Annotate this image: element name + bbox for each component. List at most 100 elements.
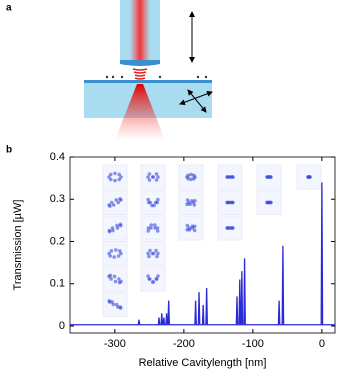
mode-spot (187, 227, 192, 232)
mode-spot (109, 277, 113, 281)
mode-spot (155, 226, 160, 230)
mode-spot (107, 229, 112, 234)
mode-spot (153, 226, 157, 230)
y-tick-label: 0.1 (50, 278, 65, 290)
mode-spot (107, 299, 112, 303)
mode-spot (107, 175, 111, 179)
mode-spot (113, 178, 117, 183)
mode-image (102, 266, 128, 292)
mode-spot (193, 199, 197, 203)
mode-spot (156, 197, 160, 202)
mode-image (102, 241, 128, 266)
panel-label: b (6, 145, 12, 156)
mode-spot (109, 249, 114, 253)
mode-spot (189, 177, 193, 182)
mode-spot (112, 255, 116, 259)
mode-spot (185, 223, 190, 228)
mode-spot (154, 172, 159, 176)
mode-image (102, 215, 128, 241)
mode-image (140, 266, 166, 292)
mode-spot (117, 249, 122, 253)
mode-spot (149, 223, 154, 227)
mode-spot (186, 173, 190, 178)
mode-spot (107, 203, 111, 207)
mode-spot (154, 277, 159, 281)
mode-spot (230, 175, 234, 179)
mode-spot (113, 279, 118, 284)
mode-spot (118, 222, 123, 227)
mode-spot (155, 200, 160, 205)
mode-spot (114, 248, 118, 252)
mode-spot (118, 306, 123, 310)
mode-spot (192, 176, 196, 181)
mode-spot (108, 172, 113, 177)
plot-frame (69, 156, 336, 334)
mode-spot (117, 277, 121, 281)
mode-spot (119, 175, 123, 179)
mode-spot (152, 203, 156, 208)
mode-spot (151, 175, 155, 179)
mode-spot (116, 305, 120, 309)
mode-spot (150, 280, 155, 284)
mode-spot (115, 223, 119, 228)
mode-spot (155, 254, 159, 259)
mode-spot (146, 175, 150, 179)
x-axis-label: Relative Cavitylength [nm] (139, 357, 267, 369)
mode-spot (108, 177, 113, 182)
cavity-diagram (84, 0, 213, 140)
mode-image (102, 190, 128, 215)
mode-spot (111, 228, 115, 233)
mode-spot (154, 178, 159, 182)
x-tick-label: -300 (104, 338, 126, 350)
x-tick-label: -100 (242, 338, 264, 350)
mode-spot (151, 251, 156, 256)
mode-spot (117, 172, 122, 177)
mode-spot (116, 200, 121, 205)
mode-image (140, 190, 166, 215)
mode-spot (116, 254, 121, 258)
mode-spot (189, 172, 193, 177)
mode-spot (154, 248, 158, 253)
mode-spot (146, 229, 151, 233)
mode-spot (112, 274, 117, 279)
y-tick-label: 0 (59, 320, 65, 332)
mode-spot (113, 171, 117, 176)
mode-spot (119, 279, 123, 284)
mode-spot (147, 172, 152, 176)
x-tick-label: -200 (173, 338, 195, 350)
mode-spot (110, 300, 114, 304)
mode-spot (147, 254, 151, 259)
mode-spot (149, 226, 153, 230)
mode-spot (187, 200, 191, 205)
y-tick-label: 0.4 (50, 151, 65, 163)
mode-spot (156, 175, 160, 179)
mode-spot (111, 203, 116, 207)
mode-spot (148, 248, 152, 253)
mode-spot (192, 203, 197, 207)
mode-image (178, 215, 204, 241)
mode-spot (146, 251, 150, 256)
mode-spot (190, 199, 194, 203)
mode-spot (152, 223, 157, 227)
mode-spot (147, 178, 152, 182)
mode-spot (119, 198, 123, 202)
mode-spot (108, 254, 113, 258)
mode-spot (147, 277, 152, 281)
mode-image (178, 190, 204, 215)
mode-spot (190, 224, 195, 229)
mode-spot (109, 200, 114, 205)
mode-spot (107, 274, 111, 279)
mode-spot (156, 251, 160, 256)
mode-spot (155, 229, 160, 233)
y-tick-label: 0.2 (50, 235, 65, 247)
mode-spot (192, 173, 196, 178)
mode-image (178, 164, 204, 190)
mode-spot (148, 200, 153, 205)
x-tick-label: 0 (319, 338, 325, 350)
mode-spot (117, 177, 122, 182)
mode-spot (269, 200, 273, 205)
mode-spot (192, 228, 197, 233)
mode-spot (231, 200, 235, 205)
mode-image (140, 164, 166, 190)
